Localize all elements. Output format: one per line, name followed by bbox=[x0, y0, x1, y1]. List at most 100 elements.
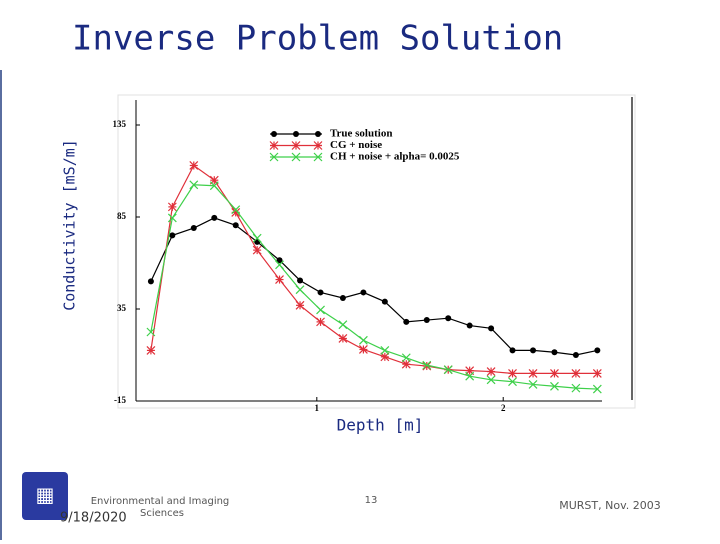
dot bbox=[423, 317, 430, 324]
svg-text:▦: ▦ bbox=[36, 483, 55, 507]
marker bbox=[167, 202, 177, 212]
marker bbox=[316, 305, 325, 315]
legend-label: CH + noise + alpha= 0.0025 bbox=[330, 151, 460, 163]
marker bbox=[209, 181, 219, 191]
y-tick-label: 135 bbox=[113, 119, 127, 129]
series-line bbox=[150, 217, 598, 356]
marker bbox=[189, 161, 199, 170]
dot bbox=[530, 347, 537, 354]
marker-stroke bbox=[528, 380, 538, 389]
marker bbox=[211, 214, 218, 221]
marker-stroke bbox=[275, 260, 284, 270]
left-edge bbox=[0, 70, 2, 540]
footer-text: Sciences bbox=[140, 508, 184, 519]
marker bbox=[465, 371, 475, 381]
marker bbox=[401, 353, 411, 363]
dot bbox=[271, 131, 277, 137]
marker-stroke bbox=[252, 233, 262, 243]
legend-label: CG + noise bbox=[330, 139, 382, 151]
marker bbox=[401, 359, 411, 369]
marker bbox=[276, 257, 283, 264]
marker bbox=[275, 260, 284, 270]
marker bbox=[252, 245, 262, 255]
legend-marker bbox=[315, 131, 321, 137]
plot-image bbox=[117, 94, 636, 409]
dot bbox=[381, 298, 388, 305]
legend-marker bbox=[313, 152, 323, 162]
marker-stroke bbox=[231, 205, 241, 215]
marker bbox=[190, 225, 197, 232]
footer-text: MURST, Nov. 2003 bbox=[559, 499, 660, 512]
marker-stroke bbox=[508, 377, 517, 387]
dot bbox=[297, 277, 304, 284]
marker bbox=[231, 205, 241, 215]
marker bbox=[551, 349, 558, 356]
dot bbox=[551, 349, 558, 356]
marker-stroke bbox=[592, 384, 602, 394]
legend-marker bbox=[293, 131, 299, 137]
marker bbox=[403, 318, 410, 325]
dot bbox=[315, 131, 321, 137]
marker-stroke bbox=[465, 371, 475, 381]
marker bbox=[317, 289, 324, 296]
marker-stroke bbox=[269, 152, 279, 162]
marker bbox=[146, 345, 156, 355]
x-tick-label: 2 bbox=[501, 403, 506, 413]
x-tick-label: 1 bbox=[315, 403, 320, 413]
dot bbox=[445, 315, 452, 322]
slide-title: Inverse Problem Solution bbox=[72, 19, 563, 59]
y-tick-label: -15 bbox=[114, 395, 126, 405]
dot bbox=[339, 294, 346, 301]
marker bbox=[592, 384, 602, 394]
marker bbox=[252, 233, 262, 243]
marker bbox=[167, 213, 177, 223]
marker bbox=[147, 278, 154, 285]
marker-stroke bbox=[550, 381, 559, 391]
marker-stroke bbox=[295, 285, 305, 295]
marker bbox=[443, 365, 453, 375]
marker-stroke bbox=[401, 353, 411, 363]
marker bbox=[508, 368, 517, 378]
series-line bbox=[150, 164, 598, 374]
marker bbox=[358, 345, 368, 354]
legend-marker bbox=[313, 141, 323, 150]
marker bbox=[297, 277, 304, 284]
logo: ▦ bbox=[22, 472, 68, 520]
marker-stroke bbox=[422, 360, 432, 370]
page-number: 13 bbox=[365, 495, 378, 506]
footer-date: 9/18/2020 bbox=[60, 511, 127, 526]
dot bbox=[190, 225, 197, 232]
marker bbox=[275, 275, 284, 284]
marker-stroke bbox=[291, 152, 301, 162]
marker bbox=[146, 327, 156, 337]
dot bbox=[293, 131, 299, 137]
dot bbox=[276, 257, 283, 264]
dot bbox=[403, 318, 410, 325]
legend-marker bbox=[291, 141, 301, 150]
marker bbox=[380, 352, 390, 362]
y-tick-label: 85 bbox=[117, 211, 127, 221]
marker bbox=[571, 383, 581, 393]
marker bbox=[550, 368, 559, 378]
marker bbox=[189, 180, 199, 190]
marker bbox=[528, 380, 538, 389]
legend-marker bbox=[269, 141, 279, 150]
y-axis-label: Conductivity [mS/m] bbox=[61, 139, 79, 311]
marker bbox=[550, 381, 559, 391]
dot bbox=[466, 322, 473, 329]
marker bbox=[338, 334, 348, 343]
dot bbox=[594, 347, 601, 354]
dot bbox=[147, 278, 154, 285]
marker bbox=[316, 317, 325, 327]
marker-stroke bbox=[189, 180, 199, 190]
dot bbox=[169, 232, 176, 239]
marker-stroke bbox=[571, 383, 581, 393]
x-axis-label: Depth [m] bbox=[337, 416, 424, 435]
marker-stroke bbox=[338, 320, 348, 330]
marker bbox=[508, 377, 517, 387]
marker bbox=[423, 317, 430, 324]
marker bbox=[445, 315, 452, 322]
marker bbox=[422, 360, 432, 370]
footer-text: Environmental and Imaging bbox=[91, 496, 230, 507]
